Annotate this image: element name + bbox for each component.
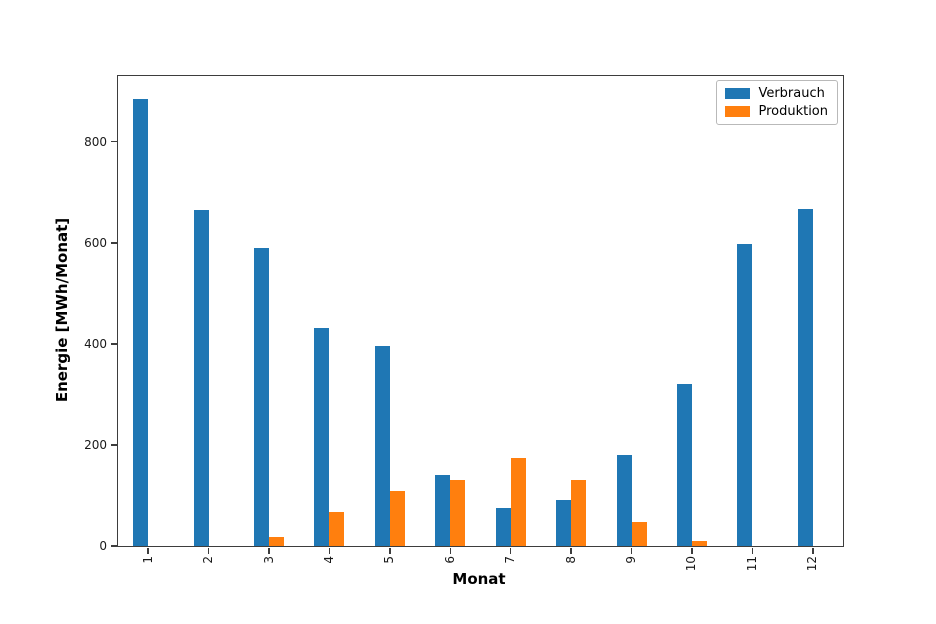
- x-tick-mark: [630, 547, 633, 554]
- legend-swatch-produktion: [725, 106, 751, 117]
- legend-item-produktion: Produktion: [725, 105, 828, 118]
- bar-produktion-5: [389, 491, 405, 546]
- y-tick-mark: [110, 140, 117, 143]
- bar-verbrauch-2: [193, 209, 209, 546]
- x-tick-label: 10: [684, 556, 699, 572]
- x-tick-mark: [328, 547, 331, 554]
- x-tick-mark: [389, 547, 391, 554]
- bar-produktion-3: [269, 536, 285, 546]
- y-tick-label: 0: [99, 539, 107, 553]
- bar-verbrauch-4: [314, 327, 330, 546]
- x-tick-label: 9: [624, 556, 639, 564]
- y-tick-label: 200: [84, 437, 107, 452]
- x-tick-label: 7: [503, 556, 518, 564]
- y-tick-mark: [110, 545, 117, 547]
- bar-produktion-8: [571, 480, 587, 546]
- x-tick-mark: [509, 547, 512, 554]
- x-tick-mark: [449, 547, 452, 554]
- bar-produktion-6: [450, 480, 466, 546]
- x-tick-mark: [751, 547, 754, 554]
- y-tick-label: 800: [84, 134, 107, 149]
- x-tick-label: 6: [442, 556, 457, 564]
- bar-produktion-10: [691, 540, 707, 546]
- x-tick-label: 2: [201, 556, 216, 564]
- bar-verbrauch-5: [374, 346, 390, 546]
- legend-label: Produktion: [758, 104, 828, 119]
- bar-verbrauch-1: [133, 98, 149, 546]
- legend: Verbrauch Produktion: [716, 80, 838, 125]
- bar-verbrauch-9: [616, 455, 632, 546]
- x-tick-mark: [268, 547, 270, 554]
- x-tick-label: 11: [744, 556, 759, 572]
- x-tick-label: 1: [140, 556, 155, 564]
- legend-item-verbrauch: Verbrauch: [725, 87, 828, 100]
- y-tick-mark: [110, 444, 117, 446]
- x-tick-mark: [147, 547, 149, 554]
- bar-verbrauch-3: [254, 247, 270, 546]
- x-tick-label: 12: [805, 556, 820, 572]
- bar-verbrauch-8: [556, 499, 572, 546]
- x-tick-mark: [207, 547, 210, 554]
- plot-area: 0 200 400 600 800 1 2 3 4 5 6 7 8 9 10 11 12 Verbrauch P…: [84, 75, 844, 571]
- x-tick-label: 4: [321, 556, 336, 564]
- bar-verbrauch-6: [435, 475, 451, 546]
- bar-verbrauch-10: [676, 384, 692, 546]
- x-tick-mark: [691, 547, 693, 554]
- legend-items: Verbrauch Produktion: [725, 87, 828, 118]
- legend-label: Verbrauch: [758, 86, 825, 101]
- y-axis-title: Energie [MWh/Monat]: [53, 217, 71, 403]
- y-tick-mark: [110, 242, 117, 244]
- legend-swatch-verbrauch: [725, 88, 751, 99]
- x-tick-mark: [570, 547, 572, 554]
- x-axis-title: Monat: [452, 570, 506, 588]
- y-tick-mark: [110, 343, 117, 345]
- x-tick-mark: [812, 547, 814, 554]
- x-tick-label: 3: [261, 556, 276, 564]
- y-tick-label: 400: [84, 336, 107, 351]
- bar-verbrauch-12: [797, 208, 813, 546]
- bar-produktion-4: [329, 511, 345, 546]
- x-tick-label: 8: [563, 556, 578, 564]
- bar-produktion-9: [631, 522, 647, 546]
- y-tick-label: 600: [84, 235, 107, 250]
- x-tick-label: 5: [382, 556, 397, 564]
- bar-produktion-7: [510, 457, 526, 546]
- bar-verbrauch-11: [737, 243, 753, 546]
- bar-verbrauch-7: [495, 507, 511, 546]
